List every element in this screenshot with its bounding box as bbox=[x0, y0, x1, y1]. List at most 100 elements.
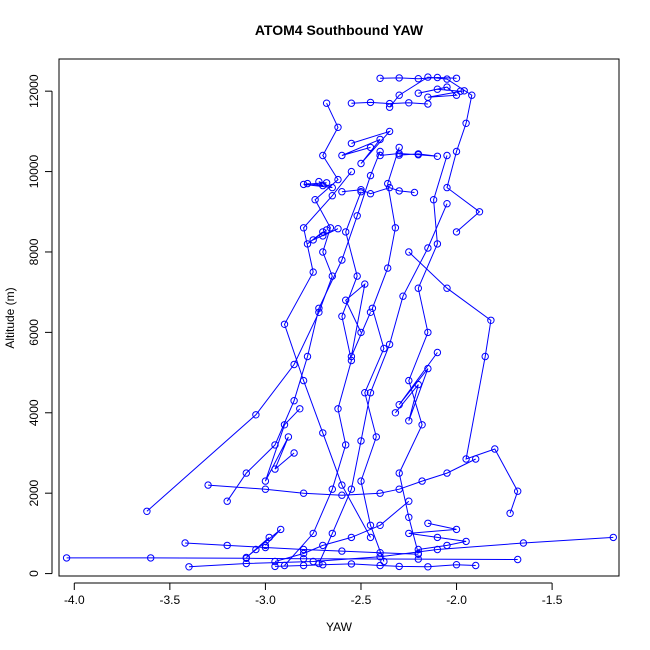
data-point bbox=[385, 99, 394, 108]
series-line bbox=[264, 408, 301, 482]
series-10 bbox=[315, 200, 451, 568]
series-line bbox=[418, 86, 465, 98]
series-line bbox=[408, 251, 519, 514]
data-point bbox=[462, 537, 470, 546]
data-point bbox=[252, 411, 260, 419]
data-point bbox=[357, 328, 365, 337]
data-point bbox=[405, 248, 413, 256]
data-point bbox=[284, 433, 293, 441]
data-point bbox=[181, 539, 189, 547]
data-point bbox=[472, 561, 480, 570]
series-line bbox=[188, 536, 614, 568]
data-point bbox=[376, 74, 384, 83]
data-point bbox=[299, 376, 308, 385]
data-point bbox=[319, 561, 327, 569]
series-2 bbox=[143, 99, 342, 515]
y-tick-label: 4000 bbox=[27, 399, 41, 426]
data-point bbox=[433, 85, 442, 93]
y-tick-label: 10000 bbox=[27, 155, 41, 189]
data-point bbox=[347, 167, 356, 176]
data-point bbox=[424, 519, 432, 527]
data-point bbox=[315, 177, 323, 186]
data-point bbox=[376, 553, 384, 561]
data-point bbox=[399, 292, 407, 300]
series-3 bbox=[223, 147, 384, 505]
data-point bbox=[338, 547, 346, 555]
data-point bbox=[357, 186, 365, 194]
chart-title: ATOM4 Southbound YAW bbox=[255, 22, 424, 38]
data-point bbox=[290, 449, 298, 457]
data-point bbox=[357, 159, 365, 168]
series-18 bbox=[347, 98, 432, 108]
data-point bbox=[443, 541, 451, 550]
series-line bbox=[284, 191, 362, 566]
series-25 bbox=[342, 280, 375, 361]
data-point bbox=[326, 224, 335, 232]
data-point bbox=[405, 376, 413, 385]
data-point bbox=[261, 485, 270, 493]
data-point bbox=[506, 509, 514, 517]
data-point bbox=[475, 208, 484, 216]
data-point bbox=[443, 183, 451, 192]
series-line bbox=[283, 171, 371, 538]
series-line bbox=[345, 282, 371, 357]
data-point bbox=[328, 192, 336, 200]
data-point bbox=[319, 232, 327, 240]
series-line bbox=[395, 352, 438, 421]
y-tick-label: 6000 bbox=[27, 319, 41, 346]
data-point bbox=[405, 497, 413, 505]
data-point bbox=[309, 268, 317, 276]
data-point bbox=[319, 541, 327, 550]
series-line bbox=[226, 151, 381, 502]
data-point bbox=[429, 196, 438, 204]
data-point bbox=[271, 562, 279, 571]
series-line bbox=[341, 187, 415, 195]
data-point bbox=[280, 561, 289, 570]
data-point bbox=[366, 171, 375, 180]
data-point bbox=[433, 240, 442, 248]
data-point bbox=[147, 554, 155, 562]
data-point bbox=[366, 521, 375, 529]
series-23 bbox=[405, 519, 470, 554]
data-point bbox=[433, 348, 442, 357]
data-point bbox=[342, 296, 350, 304]
series-line bbox=[274, 500, 410, 562]
data-point bbox=[261, 477, 270, 485]
data-point bbox=[424, 364, 432, 373]
data-point bbox=[334, 405, 342, 413]
series-24 bbox=[299, 177, 336, 192]
data-point bbox=[385, 183, 394, 192]
data-point bbox=[347, 533, 356, 542]
data-point bbox=[514, 555, 522, 564]
data-point bbox=[395, 469, 403, 477]
data-point bbox=[338, 481, 346, 489]
data-point bbox=[290, 360, 298, 369]
data-point bbox=[223, 497, 231, 505]
data-point bbox=[491, 445, 499, 453]
data-point bbox=[361, 280, 369, 288]
data-point bbox=[366, 533, 375, 542]
data-point bbox=[481, 352, 489, 361]
data-point bbox=[433, 533, 442, 542]
data-point bbox=[460, 87, 468, 95]
series-17 bbox=[376, 149, 442, 161]
data-point bbox=[319, 151, 327, 160]
series-5 bbox=[395, 151, 451, 558]
data-point bbox=[443, 200, 451, 208]
data-point bbox=[143, 507, 151, 515]
y-tick-label: 12000 bbox=[27, 74, 41, 108]
data-point bbox=[372, 433, 380, 441]
data-point bbox=[338, 188, 346, 196]
series-13 bbox=[181, 539, 422, 558]
data-point bbox=[384, 179, 392, 188]
series-line bbox=[245, 529, 282, 558]
data-point bbox=[456, 87, 465, 95]
series-7 bbox=[280, 188, 365, 570]
x-tick-label: -3.0 bbox=[255, 593, 276, 607]
series-line bbox=[408, 522, 467, 550]
data-point bbox=[385, 340, 394, 349]
data-point bbox=[223, 541, 231, 550]
data-point bbox=[309, 529, 317, 538]
data-point bbox=[319, 429, 327, 437]
